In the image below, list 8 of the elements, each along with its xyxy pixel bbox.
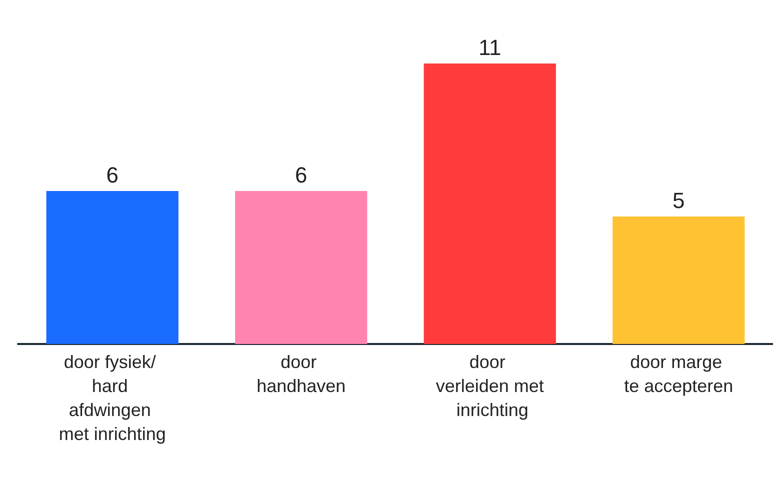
- data-label: 11: [478, 35, 502, 60]
- data-label: 6: [295, 162, 308, 188]
- x-tick-label: door fysiek/ hard afdwingen met inrichting: [58, 352, 166, 444]
- x-tick-label: door verleiden met inrichting: [436, 352, 544, 420]
- x-tick-label: door handhaven: [256, 352, 346, 396]
- data-label: 5: [672, 188, 685, 213]
- data-label: 6: [106, 162, 118, 188]
- x-tick-label: door marge te accepteren: [624, 352, 734, 396]
